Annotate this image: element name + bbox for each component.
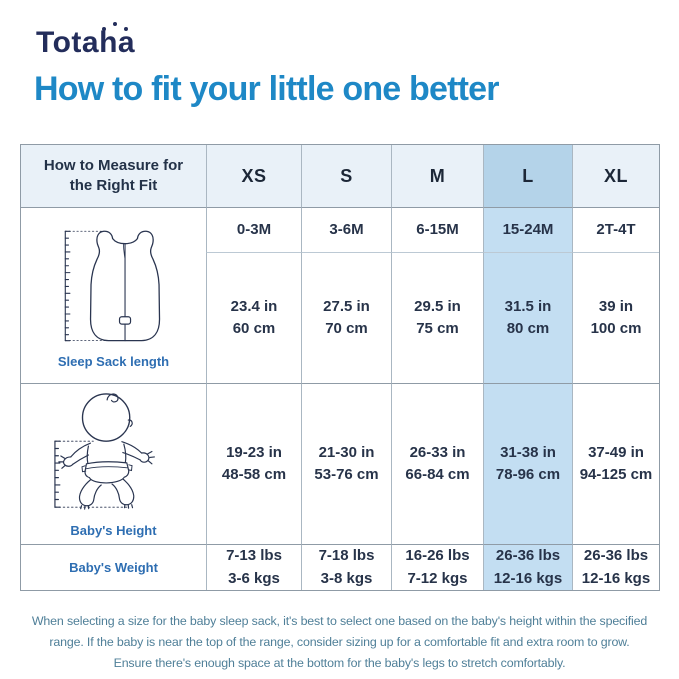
sleep-sack-icon	[64, 230, 160, 341]
sizing-note-line: Ensure there's enough space at the botto…	[113, 656, 566, 671]
baby-height-label: Baby's Height	[70, 522, 157, 538]
age-cell-xl: 2T-4T	[572, 207, 659, 252]
corner-header-text: How to Measure for the Right Fit	[43, 156, 184, 194]
baby-weight-label-cell: Baby's Weight	[21, 544, 206, 590]
age-cell-s: 3-6M	[301, 207, 391, 252]
height-cell-m: 26-33 in 66-84 cm	[391, 383, 483, 544]
logo-dot-icon	[113, 22, 117, 26]
height-cell-xs: 19-23 in 48-58 cm	[206, 383, 301, 544]
sleep-sack-illustration-cell: Sleep Sack length	[21, 207, 206, 383]
weight-cell-xl: 26-36 lbs 12-16 kgs	[572, 544, 659, 590]
size-header-xs: XS	[206, 145, 301, 207]
length-cell-m: 29.5 in 75 cm	[391, 252, 483, 383]
baby-weight-label: Baby's Weight	[69, 560, 158, 575]
length-cell-xl: 39 in 100 cm	[572, 252, 659, 383]
size-header-m: M	[391, 145, 483, 207]
age-cell-xs: 0-3M	[206, 207, 301, 252]
age-cell-l-highlighted: 15-24M	[483, 207, 572, 252]
length-cell-l-highlighted: 31.5 in 80 cm	[483, 252, 572, 383]
brand-logo-text: Totaha	[36, 26, 136, 59]
logo-dot-icon	[102, 27, 106, 31]
height-cell-l-highlighted: 31-38 in 78-96 cm	[483, 383, 572, 544]
sizing-note-line: When selecting a size for the baby sleep…	[31, 614, 648, 628]
height-cell-s: 21-30 in 53-76 cm	[301, 383, 391, 544]
size-header-l-highlighted: L	[483, 145, 572, 207]
baby-height-illustration-cell: Baby's Height	[21, 383, 206, 544]
size-table: How to Measure for the Right Fit XS S M …	[20, 144, 660, 591]
sizing-note-line: range. If the baby is near the top of th…	[49, 635, 630, 650]
weight-cell-m: 16-26 lbs 7-12 kgs	[391, 544, 483, 590]
height-cell-xl: 37-49 in 94-125 cm	[572, 383, 659, 544]
weight-cell-xs: 7-13 lbs 3-6 kgs	[206, 544, 301, 590]
corner-header-cell: How to Measure for the Right Fit	[21, 145, 206, 207]
page-title: How to fit your little one better	[34, 70, 500, 108]
size-header-xl: XL	[572, 145, 659, 207]
age-cell-m: 6-15M	[391, 207, 483, 252]
weight-cell-l-highlighted: 26-36 lbs 12-16 kgs	[483, 544, 572, 590]
logo-dot-icon	[124, 27, 128, 31]
length-cell-s: 27.5 in 70 cm	[301, 252, 391, 383]
weight-cell-s: 7-18 lbs 3-8 kgs	[301, 544, 391, 590]
length-cell-xs: 23.4 in 60 cm	[206, 252, 301, 383]
size-header-s: S	[301, 145, 391, 207]
sleep-sack-length-label: Sleep Sack length	[57, 353, 170, 369]
sizing-note: When selecting a size for the baby sleep…	[0, 611, 679, 674]
baby-icon	[53, 392, 155, 510]
brand-logo: Totaha	[36, 22, 136, 60]
